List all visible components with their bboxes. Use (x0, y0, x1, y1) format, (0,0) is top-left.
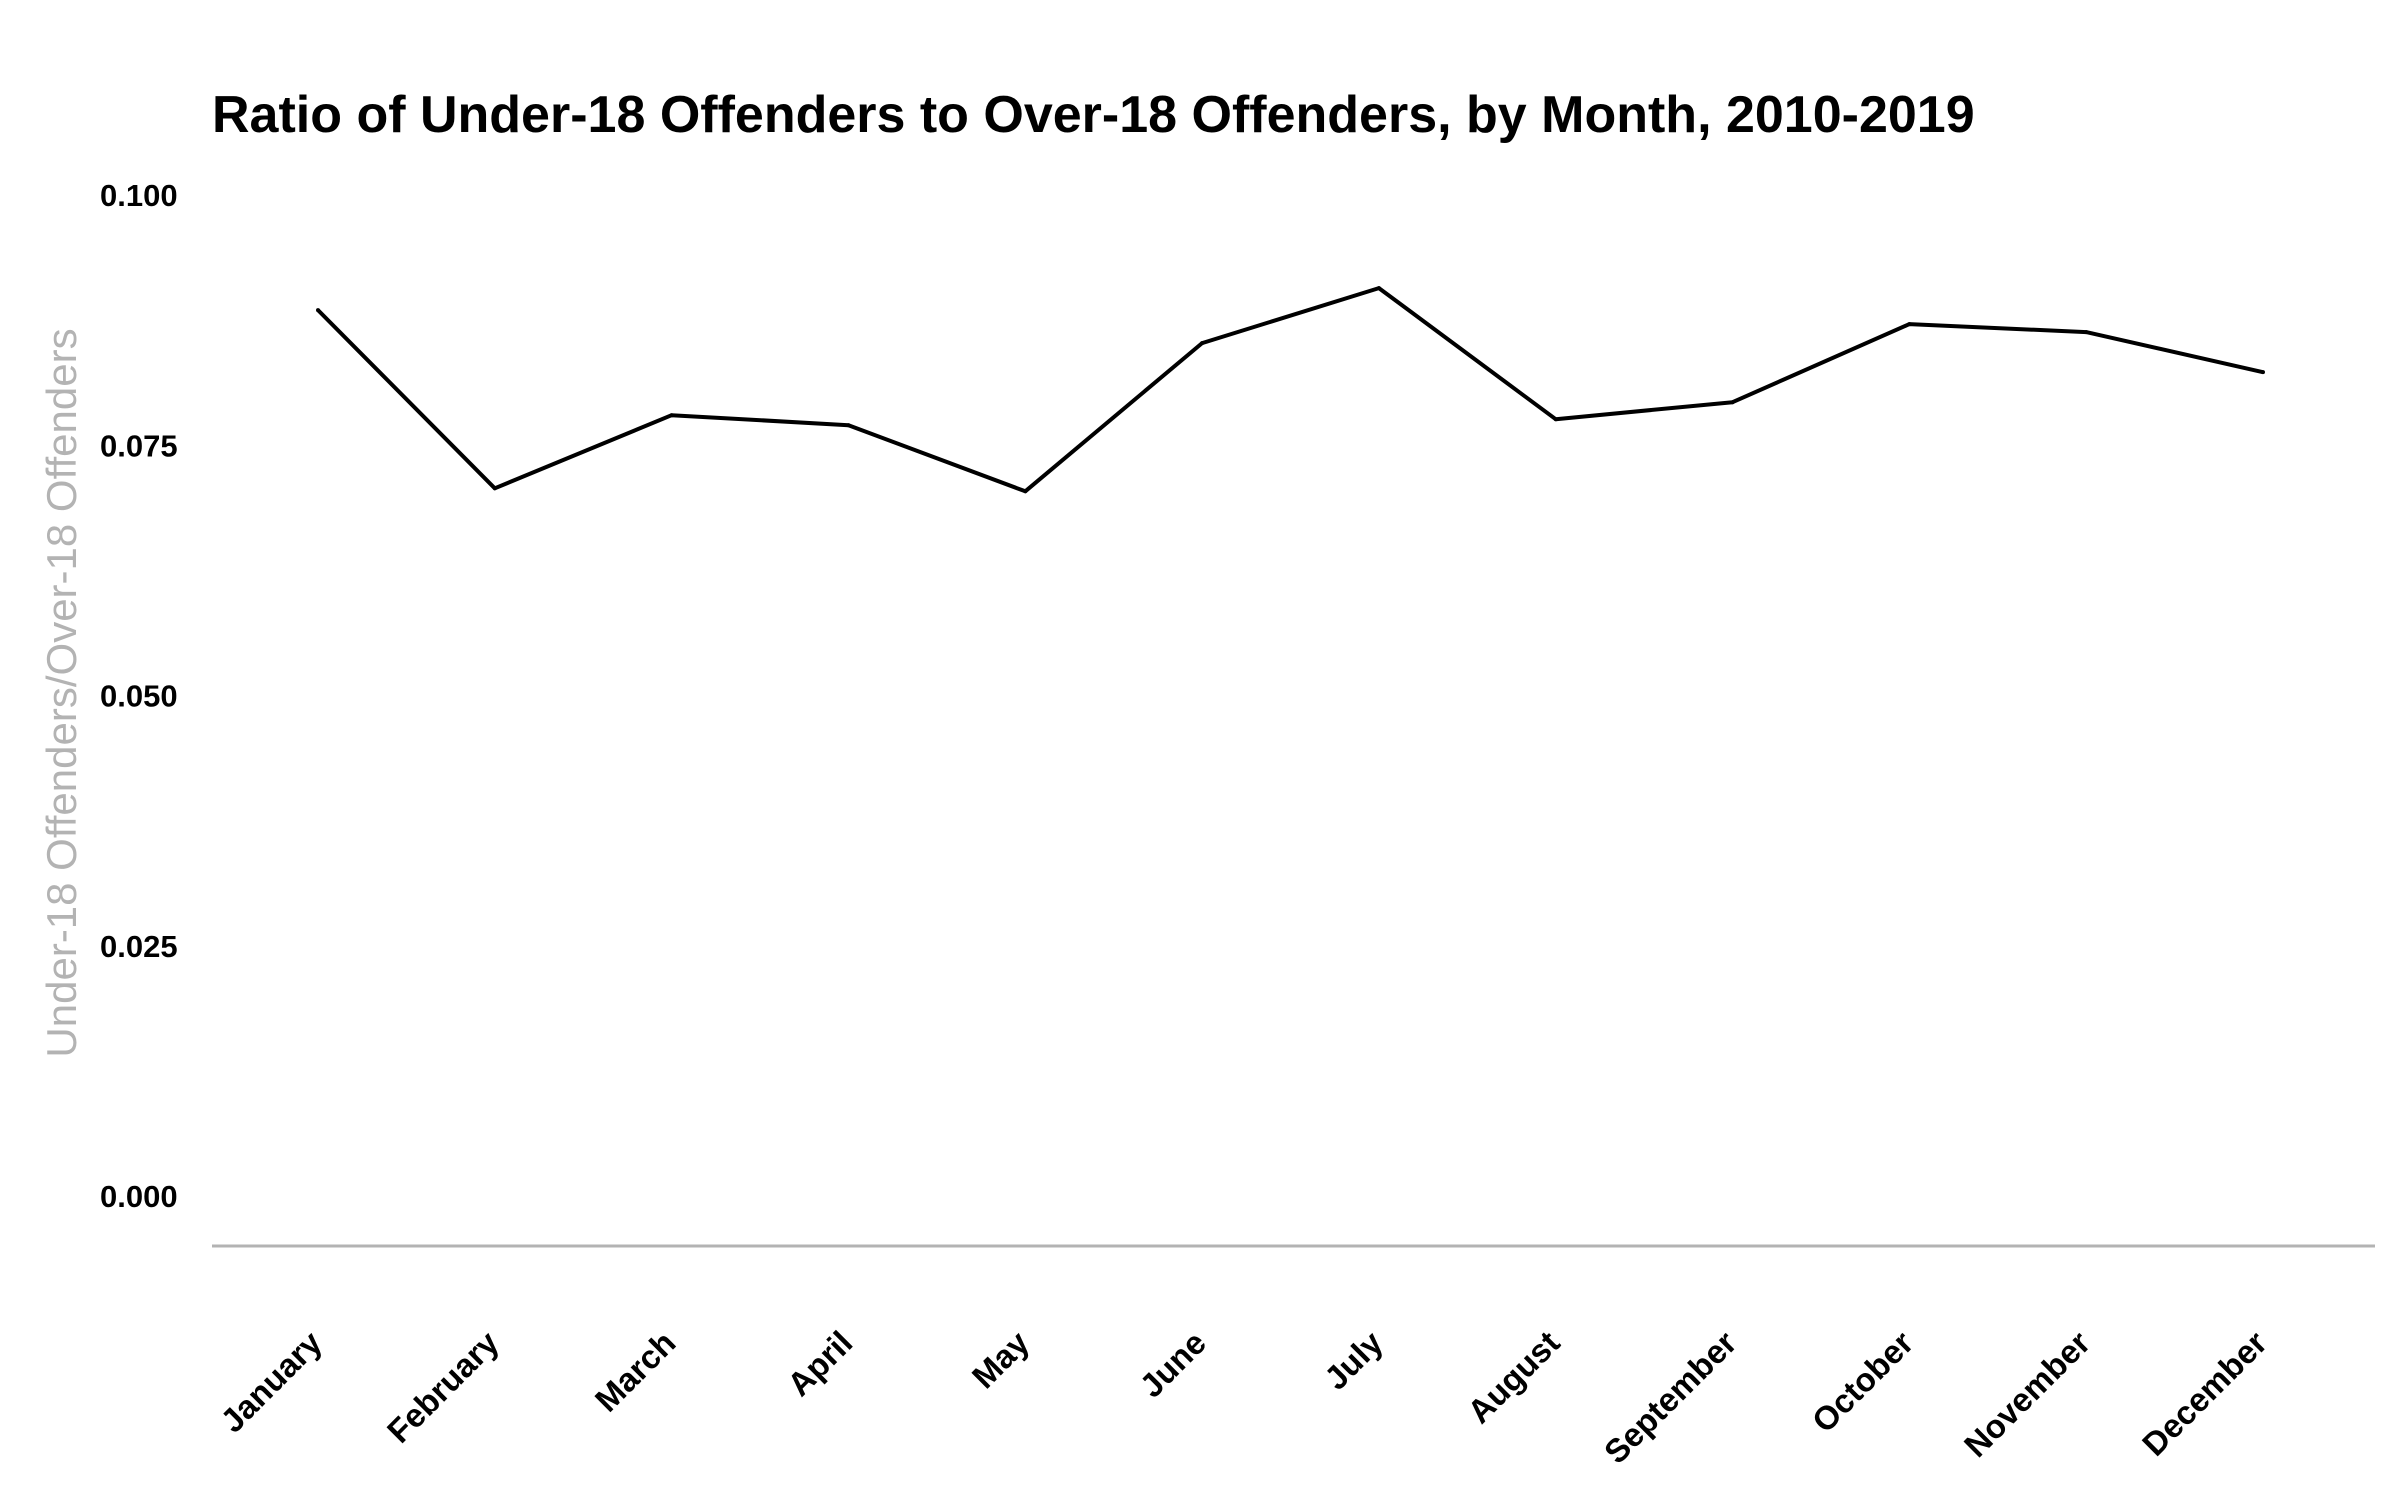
series-line (316, 286, 2264, 494)
x-tick-label: November (1957, 1324, 2097, 1464)
series-group (316, 286, 2265, 494)
x-tick-label: May (965, 1323, 1037, 1395)
chart-title: Ratio of Under-18 Offenders to Over-18 O… (212, 86, 1975, 144)
data-point (669, 413, 674, 418)
x-tick-label: July (1317, 1323, 1390, 1396)
y-tick-label: 0.100 (100, 178, 178, 213)
y-axis-label: Under-18 Offenders/Over-18 Offenders (38, 328, 85, 1057)
x-axis-ticks: January February March April May June July Augu… (213, 1323, 2274, 1470)
x-tick-label: February (380, 1323, 506, 1449)
data-point (1907, 322, 1912, 327)
y-tick-label: 0.000 (100, 1179, 178, 1214)
data-point (1730, 400, 1735, 405)
x-tick-label: September (1597, 1324, 1744, 1471)
x-tick-label: June (1132, 1324, 1213, 1405)
x-tick-label: April (780, 1324, 859, 1403)
y-tick-label: 0.050 (100, 679, 178, 714)
data-point (2261, 370, 2265, 375)
x-tick-label: December (2135, 1324, 2274, 1463)
x-tick-label: January (213, 1323, 329, 1439)
data-point (316, 308, 320, 313)
y-tick-label: 0.025 (100, 929, 178, 964)
data-point (492, 486, 497, 491)
x-tick-label: August (1460, 1324, 1567, 1431)
data-point (1553, 417, 1558, 422)
data-point (2084, 330, 2089, 335)
data-point (846, 423, 851, 428)
data-point (1023, 489, 1028, 494)
y-axis-ticks: 0.000 0.025 0.050 0.075 0.100 (100, 178, 178, 1214)
y-tick-label: 0.075 (100, 428, 178, 463)
data-point (1200, 341, 1205, 346)
data-point (1376, 286, 1381, 291)
x-tick-label: March (588, 1324, 683, 1419)
x-tick-label: October (1805, 1324, 1921, 1440)
